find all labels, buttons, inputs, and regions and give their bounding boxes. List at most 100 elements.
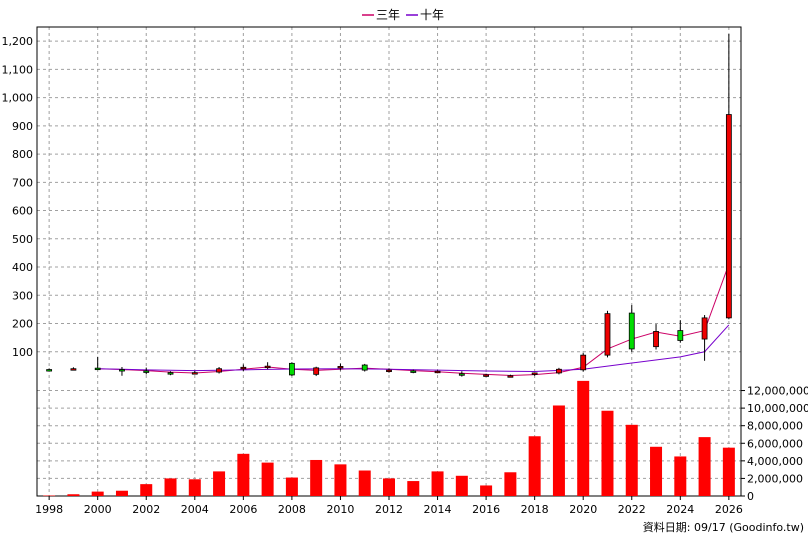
volume-bars — [43, 380, 735, 497]
volume-bar — [188, 479, 201, 496]
candle-body — [483, 374, 490, 377]
volume-bar — [504, 472, 517, 496]
candle-body — [725, 114, 732, 319]
ma-line-ten-year — [97, 324, 730, 373]
volume-bar — [140, 484, 153, 496]
price-tick-label: 800 — [12, 148, 33, 161]
candle-body — [167, 372, 174, 375]
volume-bar — [698, 437, 711, 496]
candle-body — [46, 369, 53, 372]
price-tick-label: 900 — [12, 120, 33, 133]
x-tick-label: 2024 — [666, 503, 694, 516]
price-tick-label: 400 — [12, 261, 33, 274]
price-tick-label: 1,000 — [2, 92, 34, 105]
price-tick-label: 1,200 — [2, 35, 34, 48]
price-tick-label: 700 — [12, 176, 33, 189]
candle-body — [410, 370, 417, 373]
x-tick-label: 2022 — [618, 503, 646, 516]
candle-body — [216, 368, 222, 373]
candle-body — [507, 375, 514, 378]
grid-lines — [37, 27, 741, 496]
volume-bar — [358, 470, 371, 496]
volume-bar — [213, 471, 226, 496]
volume-bar — [164, 478, 177, 496]
candle-body — [264, 365, 271, 369]
volume-bar — [67, 494, 80, 496]
candle-body — [313, 367, 320, 375]
candle-body — [143, 370, 150, 373]
price-tick-label: 100 — [12, 346, 33, 359]
price-tick-label: 500 — [12, 233, 33, 246]
x-tick-label: 2000 — [84, 503, 112, 516]
candle-body — [531, 372, 538, 375]
volume-bar — [334, 464, 347, 496]
volume-bar — [261, 462, 274, 496]
candle-body — [580, 354, 587, 371]
volume-bar — [480, 485, 493, 496]
x-tick-label: 2026 — [715, 503, 743, 516]
x-tick-label: 2014 — [424, 503, 452, 516]
x-tick-label: 2018 — [521, 503, 549, 516]
candle-body — [386, 369, 392, 373]
volume-bar — [650, 446, 663, 496]
volume-tick-label: 8,000,000 — [747, 420, 803, 433]
candle-body — [70, 368, 77, 371]
candlesticks — [46, 34, 732, 378]
price-tick-label: 600 — [12, 205, 33, 218]
candle-body — [556, 368, 562, 374]
candle-body — [701, 317, 708, 340]
volume-bar — [237, 453, 250, 496]
volume-bar — [455, 475, 468, 496]
volume-bar — [577, 380, 590, 496]
x-tick-label: 2004 — [181, 503, 209, 516]
candle-body — [361, 364, 368, 371]
candle-body — [434, 370, 441, 374]
candle-body — [94, 367, 101, 371]
x-tick-label: 2010 — [326, 503, 354, 516]
candle-body — [677, 330, 684, 341]
candle-body — [191, 372, 198, 375]
volume-bar — [407, 481, 420, 496]
price-tick-label: 1,100 — [2, 63, 34, 76]
volume-bar — [310, 459, 323, 496]
x-tick-label: 1998 — [35, 503, 63, 516]
candle-body — [653, 331, 659, 348]
x-tick-label: 2020 — [569, 503, 597, 516]
x-tick-label: 2012 — [375, 503, 403, 516]
volume-bar — [722, 447, 735, 496]
x-tick-label: 2002 — [132, 503, 160, 516]
price-tick-label: 300 — [12, 289, 33, 302]
candle-body — [458, 373, 465, 376]
volume-bar — [91, 491, 104, 496]
volume-bar — [431, 471, 444, 496]
volume-bar — [285, 477, 298, 496]
volume-tick-label: 0 — [747, 490, 754, 503]
x-tick-label: 2016 — [472, 503, 500, 516]
source-note: 資料日期: 09/17 (Goodinfo.tw) — [643, 520, 804, 534]
volume-tick-label: 2,000,000 — [747, 472, 803, 485]
x-tick-label: 2008 — [278, 503, 306, 516]
candle-body — [604, 313, 611, 356]
legend: 三年 十年 — [362, 8, 444, 22]
legend-label-ten-year: 十年 — [420, 8, 444, 22]
legend-label-three-year: 三年 — [376, 8, 400, 22]
volume-bar — [674, 456, 687, 496]
volume-tick-label: 4,000,000 — [747, 455, 803, 468]
volume-tick-label: 12,000,000 — [747, 385, 808, 398]
price-tick-label: 200 — [12, 318, 33, 331]
axis-labels: 100 200 300 400 500 600 700 800 900 1,000 1,100 1,2… — [2, 35, 808, 516]
volume-bar — [43, 495, 56, 497]
volume-tick-label: 10,000,000 — [747, 402, 808, 415]
volume-bar — [552, 405, 565, 496]
candle-body — [337, 366, 344, 369]
candle-body — [119, 369, 125, 372]
candle-body — [628, 312, 635, 350]
volume-bar — [115, 490, 128, 496]
volume-bar — [625, 424, 638, 496]
volume-bar — [383, 478, 395, 496]
volume-bar — [601, 410, 614, 496]
candle-body — [240, 366, 247, 370]
candle-body — [288, 362, 295, 376]
x-tick-label: 2006 — [229, 503, 257, 516]
